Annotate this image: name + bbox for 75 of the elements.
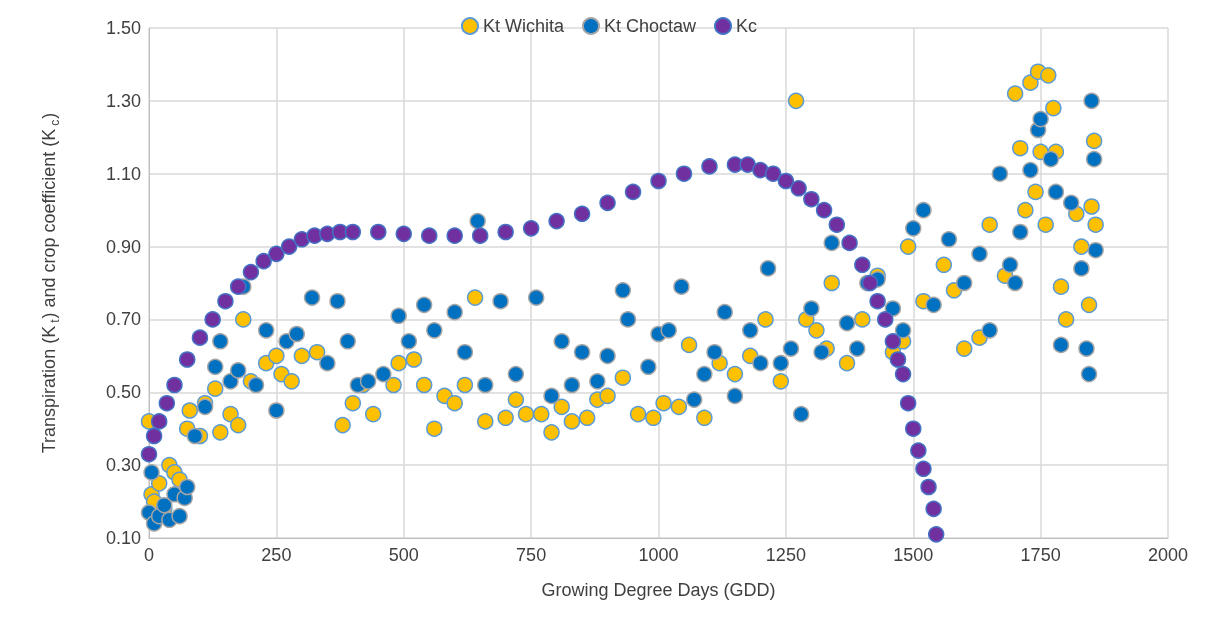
x-tick-label: 1500 <box>893 545 934 565</box>
point <box>915 460 932 478</box>
point <box>140 445 158 463</box>
point <box>522 220 540 237</box>
y-tick-label: 0.30 <box>105 455 141 476</box>
x-tick-label: 0 <box>143 545 155 565</box>
point <box>191 329 209 346</box>
point <box>242 263 260 281</box>
point <box>158 394 176 412</box>
point <box>497 223 514 241</box>
x-tick-label: 750 <box>516 545 547 565</box>
point <box>306 227 323 244</box>
y-tick-label: 1.30 <box>105 90 141 111</box>
point <box>293 231 311 248</box>
point <box>650 172 667 190</box>
y-tick-label: 0.50 <box>105 382 141 403</box>
point <box>752 161 769 179</box>
legend-label: Kt Wichita <box>482 16 565 36</box>
point <box>166 376 183 394</box>
point <box>910 442 927 459</box>
point <box>420 227 438 244</box>
point <box>217 292 234 310</box>
point <box>739 156 756 173</box>
point <box>204 311 221 328</box>
point <box>828 216 846 233</box>
point <box>764 165 782 182</box>
legend-label: Kt Choctaw <box>603 16 698 36</box>
y-tick-label: 1.10 <box>105 163 141 184</box>
y-axis-title: Transpiration (Kt) and crop coefficient (Kc) <box>39 112 62 454</box>
point <box>178 351 196 368</box>
x-tick-label: 1250 <box>765 545 806 565</box>
point <box>894 365 912 383</box>
point <box>268 245 285 263</box>
point <box>884 333 902 350</box>
x-tick-label: 2000 <box>1147 545 1189 565</box>
y-tick-label: 0.90 <box>105 236 141 257</box>
point <box>841 234 858 252</box>
y-tick-label: 0.10 <box>105 528 141 548</box>
point <box>854 256 871 274</box>
point <box>899 394 917 412</box>
x-tick-label: 250 <box>261 545 292 565</box>
point <box>573 205 591 223</box>
point <box>803 190 820 208</box>
point <box>777 172 795 190</box>
y-tick-label: 1.50 <box>105 18 141 38</box>
point <box>675 165 693 182</box>
point <box>255 252 272 270</box>
point <box>905 420 922 437</box>
x-tick-label: 1750 <box>1020 545 1061 565</box>
point <box>925 500 942 518</box>
point <box>280 238 298 255</box>
y-tick-label: 0.70 <box>105 309 141 330</box>
point <box>395 225 412 243</box>
point <box>920 478 937 496</box>
point <box>471 227 489 244</box>
point <box>701 158 718 175</box>
point <box>145 427 163 445</box>
point <box>229 278 247 295</box>
point <box>150 413 168 430</box>
point <box>790 180 807 197</box>
point <box>599 194 616 212</box>
point <box>446 227 463 244</box>
legend-label: Kc <box>736 16 758 36</box>
point <box>815 201 833 219</box>
point <box>370 223 387 241</box>
x-tick-label: 500 <box>388 545 419 565</box>
point <box>889 351 907 368</box>
point <box>876 311 894 328</box>
point <box>869 292 886 310</box>
x-tick-label: 1000 <box>638 545 679 565</box>
point <box>548 212 565 230</box>
x-axis-title: Growing Degree Days (GDD) <box>541 580 776 600</box>
point <box>927 526 945 543</box>
point <box>344 223 362 241</box>
point <box>624 183 642 201</box>
